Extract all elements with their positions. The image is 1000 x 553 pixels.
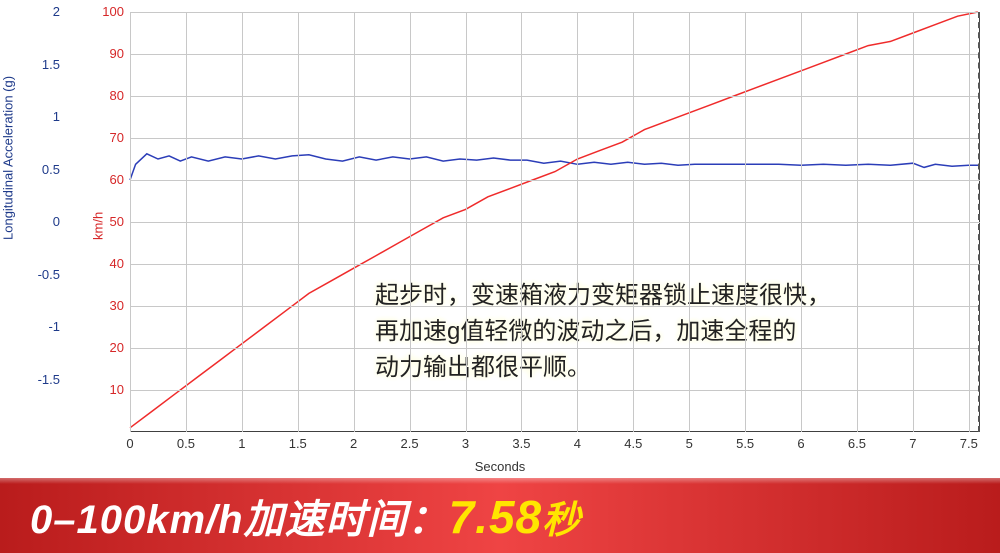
banner-value: 7.58 (449, 491, 543, 543)
y2-tick-label: 70 (94, 130, 124, 145)
gridline-v (354, 12, 355, 432)
y2-tick-label: 90 (94, 46, 124, 61)
x-tick-label: 1.5 (289, 436, 307, 451)
time-marker (978, 12, 980, 432)
result-banner: 0–100km/h加速时间：7.58秒 (0, 478, 1000, 553)
plot-svg (0, 0, 1000, 478)
x-tick-label: 0.5 (177, 436, 195, 451)
x-tick-label: 4.5 (624, 436, 642, 451)
x-tick-label: 2 (350, 436, 357, 451)
x-tick-label: 2.5 (401, 436, 419, 451)
y1-tick-label: -1 (24, 319, 60, 334)
gridline-h (130, 348, 980, 349)
gridline-v (745, 12, 746, 432)
gridline-v (857, 12, 858, 432)
x-tick-label: 4 (574, 436, 581, 451)
y1-tick-label: -1.5 (24, 372, 60, 387)
x-tick-label: 7 (909, 436, 916, 451)
x-tick-label: 0 (126, 436, 133, 451)
gridline-h (130, 306, 980, 307)
gridline-h (130, 180, 980, 181)
y1-tick-label: 1 (24, 109, 60, 124)
gridline-v (913, 12, 914, 432)
x-tick-label: 3 (462, 436, 469, 451)
x-tick-label: 6.5 (848, 436, 866, 451)
gridline-v (521, 12, 522, 432)
gridline-h (130, 390, 980, 391)
gridline-v (242, 12, 243, 432)
gridline-h (130, 54, 980, 55)
gridline-v (689, 12, 690, 432)
y2-tick-label: 20 (94, 340, 124, 355)
y2-tick-label: 10 (94, 382, 124, 397)
banner-prefix: 0–100km/h加速时间： (30, 498, 449, 542)
y1-tick-label: 1.5 (24, 57, 60, 72)
gridline-h (130, 222, 980, 223)
gridline-v (801, 12, 802, 432)
gridline-h (130, 138, 980, 139)
gridline-v (633, 12, 634, 432)
gridline-h (130, 12, 980, 13)
x-tick-label: 6 (797, 436, 804, 451)
y1-tick-label: -0.5 (24, 267, 60, 282)
gridline-v (298, 12, 299, 432)
gridline-v (186, 12, 187, 432)
chart-container: Longitudinal Acceleration (g) km/h Secon… (0, 0, 1000, 478)
gridline-v (969, 12, 970, 432)
y2-tick-label: 30 (94, 298, 124, 313)
gridline-v (577, 12, 578, 432)
gridline-v (130, 12, 131, 432)
banner-text: 0–100km/h加速时间：7.58秒 (30, 487, 581, 545)
gridline-v (466, 12, 467, 432)
x-tick-label: 3.5 (512, 436, 530, 451)
y2-tick-label: 50 (94, 214, 124, 229)
y2-tick-label: 40 (94, 256, 124, 271)
y1-tick-label: 0 (24, 214, 60, 229)
y2-tick-label: 80 (94, 88, 124, 103)
y2-tick-label: 60 (94, 172, 124, 187)
gridline-h (130, 96, 980, 97)
banner-unit: 秒 (542, 500, 581, 542)
gridline-v (410, 12, 411, 432)
y1-tick-label: 0.5 (24, 162, 60, 177)
gridline-h (130, 264, 980, 265)
series-acceleration_g (130, 154, 980, 180)
x-tick-label: 7.5 (960, 436, 978, 451)
x-tick-label: 1 (238, 436, 245, 451)
x-tick-label: 5.5 (736, 436, 754, 451)
x-tick-label: 5 (686, 436, 693, 451)
chart-annotation: 起步时，变速箱液力变矩器锁止速度很快，再加速g值轻微的波动之后，加速全程的动力输… (375, 278, 831, 386)
y1-tick-label: 2 (24, 4, 60, 19)
y2-tick-label: 100 (94, 4, 124, 19)
